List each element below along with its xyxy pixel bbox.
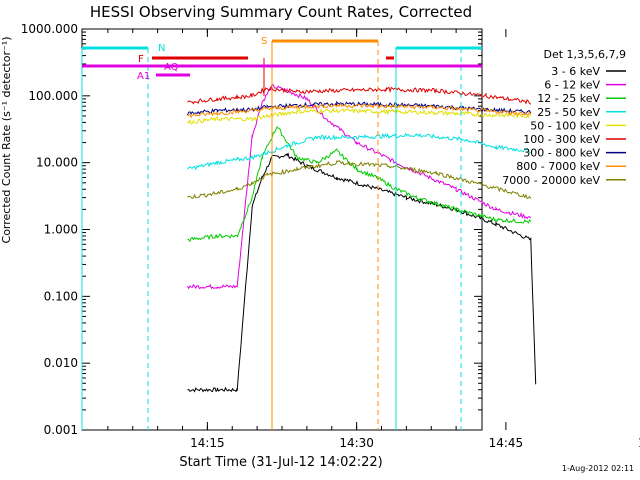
x-tick-label: 14:15 <box>190 436 225 450</box>
y-tick-label: 0.001 <box>44 423 78 437</box>
y-tick-label: 0.100 <box>44 289 78 303</box>
x-tick-label: 15:00 <box>638 436 640 450</box>
legend-title: Det 1,3,5,6,7,9 <box>543 48 626 61</box>
series-line <box>187 100 532 116</box>
legend-entry-label: 6 - 12 keV <box>544 79 600 92</box>
x-tick-label: 14:45 <box>489 436 524 450</box>
y-tick-label: 1.000 <box>44 223 78 237</box>
series-line <box>187 102 532 119</box>
legend-entry-label: 800 - 7000 keV <box>516 160 600 173</box>
footer-timestamp: 1-Aug-2012 02:11 <box>562 464 634 473</box>
series-line <box>187 86 532 105</box>
series-line <box>187 84 532 290</box>
legend-entry-label: 12 - 25 keV <box>537 92 600 105</box>
series-25---50-keV <box>187 132 531 171</box>
series-50---100-keV <box>187 107 532 125</box>
flag-label-f: F <box>138 54 144 65</box>
plot-area: 1000.000 100.000 10.000 1.000 0.100 0.010 0.00… <box>21 22 640 450</box>
flag-label-a1: A1 <box>137 71 150 82</box>
flag-label-aq: AQ <box>164 62 179 73</box>
series-7000---20000-keV <box>187 160 532 200</box>
legend-entry-label: 25 - 50 keV <box>537 106 600 119</box>
legend-entry-label: 300 - 800 keV <box>523 147 600 160</box>
legend-entry-label: 50 - 100 keV <box>530 119 600 132</box>
series-800---7000-keV <box>187 102 532 119</box>
series-6---12-keV <box>187 84 532 290</box>
y-axis-title: Corrected Count Rate (s⁻¹ detector⁻¹) <box>0 37 13 244</box>
legend-entry-label: 7000 - 20000 keV <box>502 174 600 187</box>
series-line <box>187 132 531 171</box>
y-tick-label: 1000.000 <box>21 22 78 36</box>
flag-label-s: S <box>261 36 267 47</box>
series-line <box>187 160 532 200</box>
x-tick-label: 14:30 <box>339 436 374 450</box>
x-axis-title: Start Time (31-Jul-12 14:02:22) <box>179 455 382 470</box>
y-tick-label: 10.000 <box>36 156 78 170</box>
series-12---25-keV <box>187 125 532 243</box>
flag-label-n: N <box>158 43 165 54</box>
chart-title: HESSI Observing Summary Count Rates, Cor… <box>90 3 472 21</box>
y-tick-label: 100.000 <box>28 89 78 103</box>
series-line <box>187 125 532 243</box>
legend-entry-label: 3 - 6 keV <box>551 65 600 78</box>
series-100---300-keV <box>187 86 532 105</box>
series-3---6-keV <box>187 152 537 393</box>
series-line <box>187 107 532 125</box>
legend-entry-label: 100 - 300 keV <box>523 133 600 146</box>
y-tick-label: 0.010 <box>44 356 78 370</box>
